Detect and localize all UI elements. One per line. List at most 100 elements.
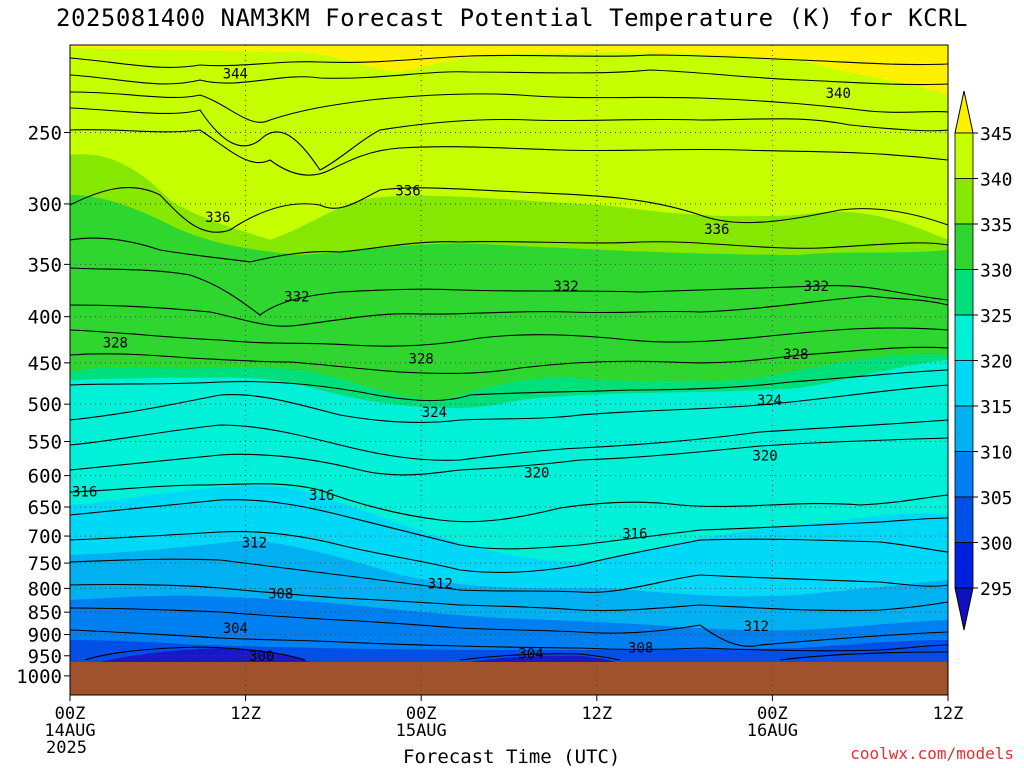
isentrope-line (69, 583, 949, 612)
colorbar-swatch (954, 269, 974, 316)
isentrope-line (69, 267, 949, 316)
isentrope-line (69, 499, 949, 550)
contour-label: 308 (268, 586, 293, 602)
isentropes (69, 54, 949, 661)
y-tick-label: 600 (28, 466, 62, 488)
blue-band-310 (70, 540, 948, 631)
contour-label: 328 (103, 335, 128, 351)
x-tick-date-label: 16AUG (747, 721, 798, 741)
colorbar-swatch (954, 223, 974, 270)
isentrope-line (69, 129, 949, 176)
colorbar-label: 335 (980, 215, 1013, 236)
contour-label: 324 (422, 405, 447, 421)
isentrope-line (69, 419, 949, 461)
isentrope-line (69, 437, 949, 476)
isentrope-line (69, 237, 949, 263)
colorbar-label: 305 (980, 488, 1013, 509)
colorbar: 345 340 335 330 325 320 315 310 305 300 295 (954, 90, 1013, 631)
colorbar-label: 310 (980, 443, 1013, 464)
contour-labels: 344 340 336 336 336 332 332 332 328 328 328 324 324 3… (72, 66, 851, 664)
colorbar-label: 325 (980, 306, 1013, 327)
colorbar-label: 340 (980, 170, 1013, 191)
contour-label: 344 (223, 66, 248, 82)
y-tick-label: 250 (28, 122, 62, 144)
colorbar-label: 320 (980, 352, 1013, 373)
source-link[interactable]: coolwx.com/models (850, 744, 1014, 763)
chart-title: 2025081400 NAM3KM Forecast Potential Tem… (56, 4, 968, 32)
y-tick-label: 350 (28, 254, 62, 276)
y-tick-label: 700 (28, 526, 62, 548)
isentrope-line (84, 646, 306, 661)
blue-band-305 (70, 595, 948, 650)
green-band (70, 154, 948, 255)
isentrope-line (779, 651, 949, 661)
y-tick-label: 400 (28, 307, 62, 329)
isentrope-line (69, 54, 949, 68)
colorbar-top-arrow (954, 90, 974, 134)
y-tick-label: 750 (28, 553, 62, 575)
y-tick-label: 1000 (16, 666, 62, 688)
colorbar-swatch (954, 178, 974, 225)
contour-label: 316 (72, 485, 97, 501)
y-tick-label: 800 (28, 578, 62, 600)
x-tick-label: 00Z (406, 704, 437, 724)
x-tick-date-label: 14AUG (44, 721, 95, 741)
isentrope-line (69, 384, 949, 424)
mid-green-band (70, 195, 948, 400)
x-tick-label: 12Z (933, 704, 964, 724)
isentrope-line (69, 369, 949, 402)
x-tick-label: 12Z (230, 704, 261, 724)
contour-label: 312 (744, 619, 769, 635)
y-tick-label: 450 (28, 353, 62, 375)
colorbar-swatch (954, 132, 974, 179)
sea-green-band (70, 354, 948, 409)
isentrope-line (459, 653, 621, 661)
isentrope-line (69, 107, 949, 171)
surface-ground (70, 662, 948, 695)
navy-pocket-left (100, 648, 310, 662)
color-bands (70, 45, 948, 664)
isentrope-line (69, 295, 949, 327)
y-tick-label: 900 (28, 625, 62, 647)
isentrope-line (69, 187, 949, 233)
isentrope-line (69, 531, 949, 574)
contour-label: 336 (704, 222, 729, 238)
contour-label: 308 (628, 640, 653, 656)
isentrope-line (69, 327, 949, 347)
contour-label: 312 (242, 536, 267, 552)
x-tick-label: 00Z (757, 704, 788, 724)
isentrope-line (69, 607, 949, 647)
colorbar-label: 330 (980, 261, 1013, 282)
light-blue-band (70, 485, 948, 597)
y-tick-label: 650 (28, 497, 62, 519)
colorbar-swatch (954, 451, 974, 498)
year-label: 2025 (46, 738, 87, 758)
colorbar-swatch (954, 496, 974, 543)
contour-label: 320 (524, 465, 549, 481)
colorbar-swatch (954, 542, 974, 589)
contour-label: 304 (223, 621, 248, 637)
colorbar-label: 315 (980, 397, 1013, 418)
x-tick-label: 12Z (581, 704, 612, 724)
contour-label: 320 (752, 449, 777, 465)
y-tick-label: 950 (28, 646, 62, 668)
y-axis: 2503003504004505005506006507007508008509… (16, 122, 70, 688)
contour-label: 328 (409, 351, 434, 367)
isentrope-line (69, 69, 949, 86)
contour-label: 300 (249, 649, 274, 665)
contour-label: 332 (553, 279, 578, 295)
contour-label: 312 (428, 576, 453, 592)
contour-label: 316 (309, 488, 334, 504)
contour-label: 324 (757, 393, 782, 409)
plot-frame (69, 44, 949, 696)
colorbar-label: 300 (980, 534, 1013, 555)
contour-label: 336 (395, 184, 420, 200)
contour-label: 332 (804, 279, 829, 295)
contour-label: 304 (518, 647, 543, 663)
lime-band (70, 48, 948, 240)
contour-label: 336 (205, 210, 230, 226)
isentrope-line (69, 558, 949, 593)
colorbar-swatch (954, 314, 974, 361)
